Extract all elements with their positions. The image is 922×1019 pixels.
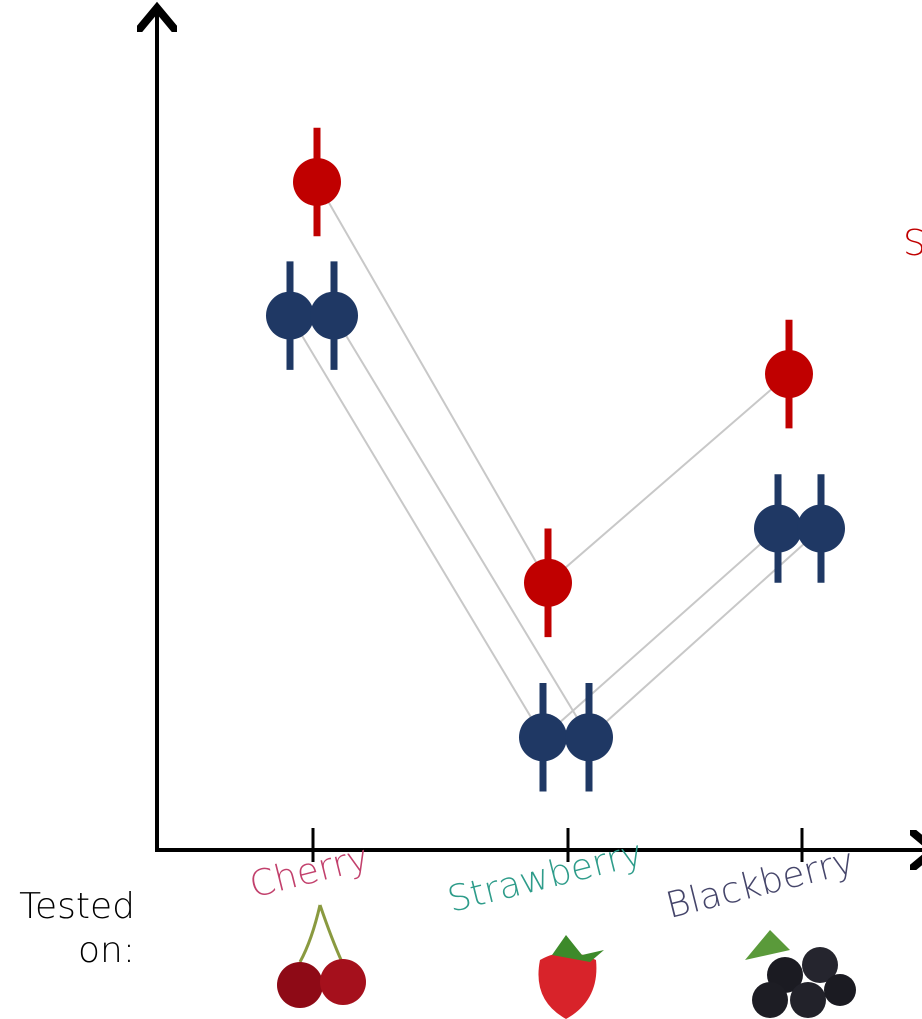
dot — [565, 713, 613, 762]
category-label: Cherry — [246, 837, 373, 906]
dot — [519, 713, 567, 762]
annotation: S — [903, 223, 922, 264]
category-label: Blackberry — [662, 841, 858, 927]
dot — [266, 291, 314, 340]
x-label: Tested on: — [19, 886, 135, 971]
fruit-icons — [277, 904, 856, 1019]
connector-line — [333, 315, 822, 739]
dot — [293, 158, 341, 206]
dot — [754, 504, 802, 553]
dot — [797, 504, 845, 553]
dot — [524, 558, 572, 607]
category-label: Strawberry — [444, 833, 647, 921]
dot — [765, 350, 813, 399]
connector-line — [316, 181, 790, 585]
dot — [310, 291, 358, 340]
connector-line — [289, 315, 779, 739]
